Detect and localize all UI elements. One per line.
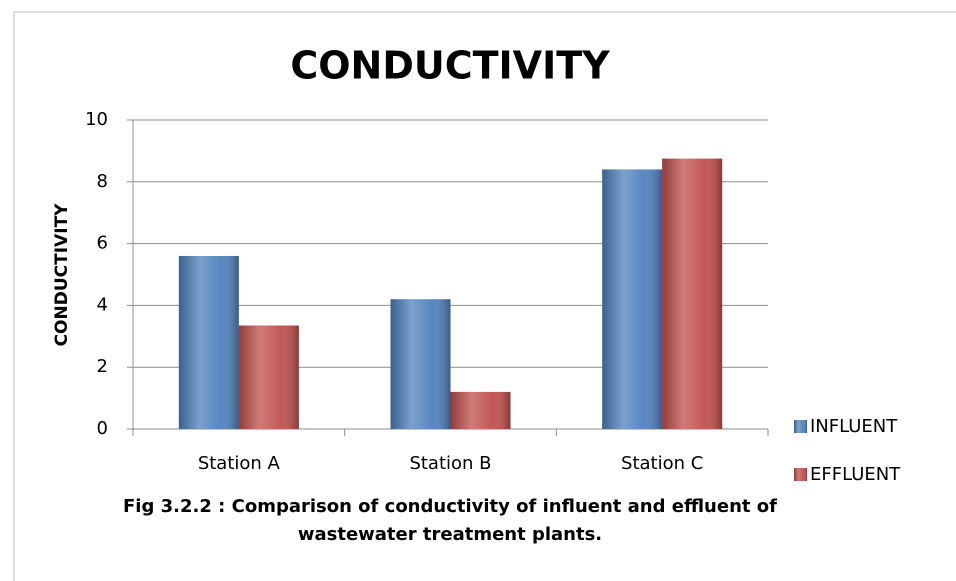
caption: Fig 3.2.2 : Comparison of conductivity o… — [123, 496, 777, 517]
x-tick-label: Station C — [621, 453, 703, 474]
legend-swatch-shade — [794, 468, 807, 481]
legend-label: INFLUENT — [810, 416, 898, 437]
legend-label: EFFLUENT — [810, 464, 901, 485]
bar-shade — [178, 255, 239, 429]
bar-shade — [450, 391, 511, 429]
bar-shade — [662, 158, 723, 429]
y-tick-label: 8 — [97, 171, 108, 192]
y-tick-label: 10 — [85, 109, 108, 130]
bar-shade — [238, 325, 299, 429]
chart-border — [13, 11, 956, 581]
x-tick-label: Station A — [198, 453, 281, 474]
y-tick-label: 0 — [97, 418, 108, 439]
bar-shade — [602, 169, 663, 429]
chart-title: CONDUCTIVITY — [290, 44, 610, 88]
y-axis-label: CONDUCTIVITY — [52, 203, 72, 347]
x-tick-label: Station B — [409, 453, 491, 474]
bar-shade — [390, 299, 451, 429]
legend-swatch-shade — [794, 420, 807, 433]
y-tick-label: 2 — [97, 356, 108, 377]
caption: wastewater treatment plants. — [298, 524, 602, 545]
y-tick-label: 4 — [97, 294, 108, 315]
y-tick-label: 6 — [97, 233, 108, 254]
